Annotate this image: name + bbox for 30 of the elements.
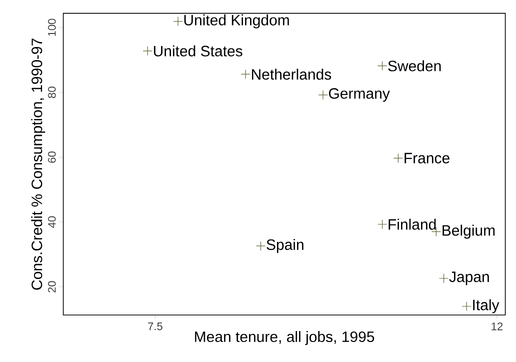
annotation: Spain bbox=[266, 238, 304, 253]
y-tick-label: 100 bbox=[48, 18, 56, 36]
point bbox=[240, 69, 250, 80]
point bbox=[256, 241, 266, 251]
annotation: United Kingdom bbox=[184, 14, 289, 28]
point bbox=[173, 16, 183, 26]
annotation: Sweden bbox=[388, 60, 441, 72]
annotation: United States bbox=[154, 45, 242, 56]
point bbox=[377, 60, 388, 71]
point bbox=[377, 219, 388, 230]
annotation: Netherlands bbox=[252, 68, 332, 80]
y-tick-label: 40 bbox=[48, 216, 56, 228]
annotation: France bbox=[404, 152, 450, 164]
point bbox=[318, 90, 328, 100]
y-tick-label: 60 bbox=[48, 151, 56, 163]
x-tick-label: 12 bbox=[492, 322, 503, 330]
point bbox=[462, 301, 472, 312]
x-tick-label: 7.5 bbox=[148, 322, 162, 330]
point bbox=[438, 274, 449, 284]
y-tick-label: 20 bbox=[48, 281, 56, 292]
annotation: Japan bbox=[449, 272, 489, 286]
x-axis-title: Mean tenure, all jobs, 1995 bbox=[195, 331, 374, 346]
y-axis-title: Cons.Credit % Consumption, 1990-97 bbox=[31, 38, 46, 290]
annotation: Finland bbox=[388, 218, 436, 230]
point bbox=[393, 153, 404, 163]
y-tick-label: 80 bbox=[48, 86, 56, 98]
point bbox=[142, 46, 152, 56]
annotation: Belgium bbox=[442, 224, 495, 239]
annotation: Italy bbox=[473, 299, 500, 314]
annotation: Germany bbox=[328, 88, 390, 102]
